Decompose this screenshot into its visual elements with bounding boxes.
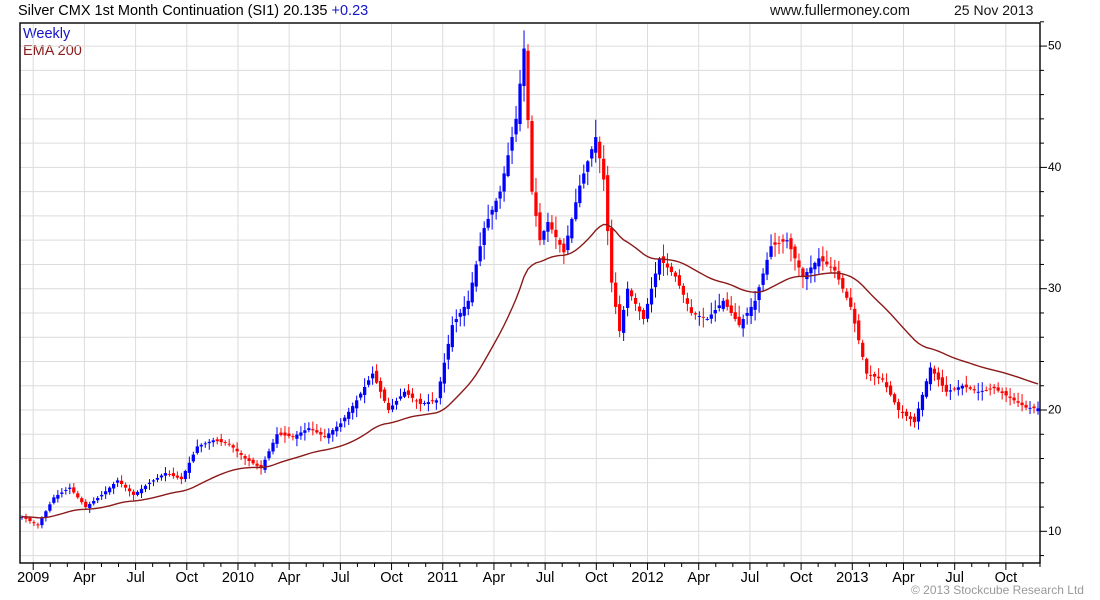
svg-text:Oct: Oct: [380, 570, 403, 586]
svg-text:Apr: Apr: [278, 570, 301, 586]
svg-text:Oct: Oct: [995, 570, 1018, 586]
svg-text:Weekly: Weekly: [23, 26, 71, 42]
svg-text:Jul: Jul: [536, 570, 555, 586]
svg-text:Jul: Jul: [741, 570, 760, 586]
svg-text:Oct: Oct: [175, 570, 198, 586]
svg-text:www.fullermoney.com: www.fullermoney.com: [769, 3, 910, 19]
svg-text:Apr: Apr: [687, 570, 710, 586]
svg-text:Apr: Apr: [73, 570, 96, 586]
svg-text:Jul: Jul: [126, 570, 145, 586]
svg-text:Apr: Apr: [892, 570, 915, 586]
svg-text:Jul: Jul: [945, 570, 964, 586]
svg-text:2013: 2013: [836, 570, 868, 586]
svg-text:Jul: Jul: [331, 570, 350, 586]
svg-text:50: 50: [1048, 39, 1062, 53]
svg-text:Oct: Oct: [585, 570, 608, 586]
svg-text:Oct: Oct: [790, 570, 813, 586]
svg-text:40: 40: [1048, 160, 1062, 174]
svg-text:2010: 2010: [222, 570, 254, 586]
svg-text:Apr: Apr: [483, 570, 506, 586]
svg-text:30: 30: [1048, 281, 1062, 295]
svg-text:25 Nov 2013: 25 Nov 2013: [954, 2, 1034, 18]
svg-text:2011: 2011: [427, 570, 458, 586]
svg-text:EMA 200: EMA 200: [23, 43, 82, 59]
svg-text:20: 20: [1048, 403, 1062, 417]
svg-text:2009: 2009: [17, 570, 49, 586]
svg-text:10: 10: [1048, 524, 1062, 538]
svg-text:Silver CMX 1st Month Continuat: Silver CMX 1st Month Continuation (SI1) …: [18, 3, 368, 19]
svg-text:2012: 2012: [631, 570, 663, 586]
